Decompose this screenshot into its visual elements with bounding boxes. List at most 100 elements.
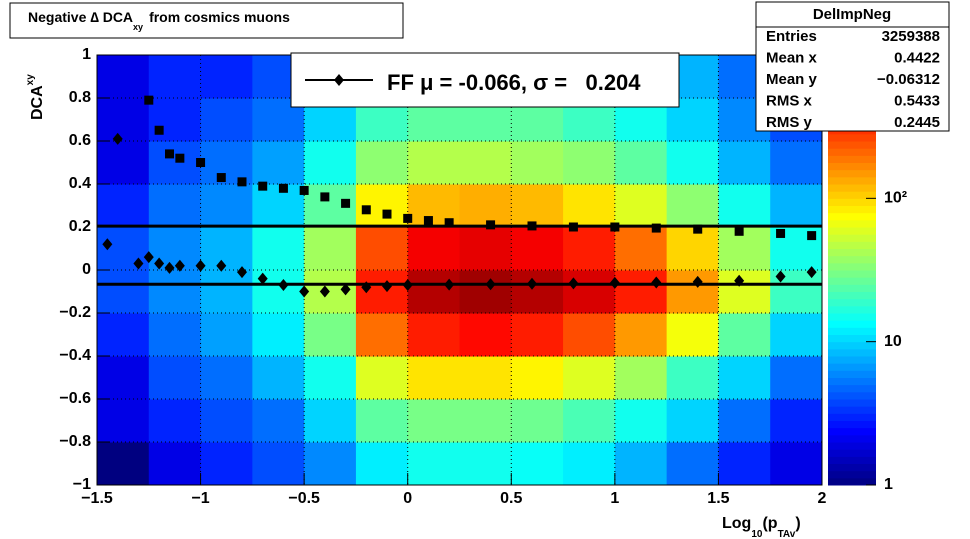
color-bar-step bbox=[828, 363, 876, 371]
color-bar-step bbox=[828, 320, 876, 328]
data-point bbox=[444, 278, 455, 291]
color-bar-step bbox=[828, 148, 876, 156]
heatmap-cell bbox=[304, 227, 357, 271]
title-box bbox=[9, 2, 404, 39]
title-part: Negative ∆ DCA bbox=[28, 9, 133, 25]
data-point bbox=[216, 173, 226, 183]
data-point bbox=[133, 257, 144, 270]
heatmap-cell bbox=[304, 356, 357, 400]
data-point bbox=[444, 218, 454, 228]
data-point bbox=[165, 149, 174, 159]
x-tick-label: 0.5 bbox=[500, 490, 522, 507]
color-bar-step bbox=[828, 384, 876, 393]
color-bar-step bbox=[828, 356, 876, 364]
heatmap-cell bbox=[563, 356, 616, 400]
heatmap-cell bbox=[666, 313, 719, 357]
data-point bbox=[382, 209, 392, 219]
stats-box bbox=[755, 1, 950, 132]
heatmap-cell bbox=[511, 184, 564, 228]
heatmap-cell bbox=[459, 399, 512, 443]
heatmap-cell bbox=[304, 399, 357, 443]
heatmap-cell bbox=[459, 356, 512, 400]
data-point bbox=[278, 183, 288, 193]
color-bar-step bbox=[828, 348, 876, 357]
heatmap-cell bbox=[770, 442, 823, 486]
color-bar-step bbox=[828, 456, 876, 464]
data-point bbox=[734, 274, 745, 287]
data-point bbox=[258, 181, 268, 191]
data-point bbox=[237, 266, 247, 279]
heatmap-cell bbox=[459, 442, 512, 486]
heatmap-cell bbox=[614, 270, 668, 314]
color-bar-step bbox=[828, 399, 876, 407]
heatmap-cell bbox=[563, 184, 616, 228]
color-bar-step bbox=[828, 141, 876, 149]
label-sub: TAv bbox=[778, 529, 796, 539]
heatmap-cell bbox=[97, 141, 150, 185]
heatmap-cell bbox=[511, 227, 564, 271]
y-tick-label: −0.4 bbox=[59, 347, 91, 364]
data-point bbox=[216, 259, 227, 272]
heatmap-cell bbox=[355, 399, 409, 443]
heatmap-cell bbox=[148, 184, 202, 228]
heatmap-cell bbox=[614, 141, 668, 185]
color-bar-step bbox=[828, 341, 876, 350]
heatmap-cell bbox=[770, 399, 823, 443]
heatmap-cell bbox=[563, 227, 616, 271]
heatmap-cell bbox=[511, 356, 564, 400]
data-point bbox=[568, 222, 578, 232]
color-bar-step bbox=[828, 470, 876, 479]
legend-marker bbox=[334, 74, 344, 86]
color-bar-step bbox=[828, 291, 876, 300]
data-point bbox=[806, 266, 817, 279]
y-tick-label: −0.2 bbox=[59, 304, 91, 321]
heatmap-cell bbox=[459, 270, 512, 314]
heatmap-cell bbox=[252, 442, 305, 486]
color-bar-step bbox=[828, 305, 876, 314]
y-tick-label: 1 bbox=[82, 46, 91, 63]
data-point bbox=[692, 275, 703, 288]
color-bar-step bbox=[828, 219, 876, 228]
data-point bbox=[341, 198, 351, 208]
color-bar-step bbox=[828, 234, 876, 242]
color-bar-step bbox=[828, 327, 876, 335]
color-bar-step bbox=[828, 334, 876, 343]
legend-text: FF μ = -0.066, σ = 0.204 bbox=[387, 70, 641, 95]
heatmap-cell bbox=[97, 98, 150, 142]
heatmap-cell bbox=[252, 184, 305, 228]
data-point bbox=[527, 221, 537, 231]
data-point bbox=[423, 216, 433, 226]
x-tick-label: −1 bbox=[191, 490, 209, 507]
heatmap-cell bbox=[200, 98, 253, 142]
heatmap-cell bbox=[718, 442, 771, 486]
heatmap-cell bbox=[459, 227, 512, 271]
data-point bbox=[485, 278, 496, 291]
heatmap-cell bbox=[666, 442, 719, 486]
data-point bbox=[278, 279, 289, 292]
data-point bbox=[112, 132, 123, 145]
color-bar-step bbox=[828, 463, 876, 472]
heatmap-cell bbox=[718, 313, 771, 357]
heatmap-cell bbox=[563, 313, 616, 357]
color-bar-step bbox=[828, 248, 876, 257]
heatmap-cell bbox=[718, 141, 771, 185]
heatmap-cell bbox=[614, 227, 668, 271]
data-point bbox=[651, 223, 661, 233]
data-point bbox=[361, 205, 371, 215]
heatmap-cell bbox=[200, 227, 253, 271]
heatmap-cell bbox=[97, 184, 150, 228]
data-point bbox=[196, 158, 206, 167]
heatmap-cell bbox=[304, 442, 357, 486]
heatmap-cell bbox=[200, 313, 253, 357]
color-bar-step bbox=[828, 377, 876, 386]
heatmap-cell bbox=[252, 313, 305, 357]
data-point bbox=[237, 177, 247, 187]
x-tick-label: −1.5 bbox=[81, 490, 113, 507]
color-bar-step bbox=[828, 191, 876, 199]
data-point bbox=[320, 192, 330, 202]
stats-value: 0.4422 bbox=[894, 49, 940, 66]
data-point bbox=[154, 125, 164, 135]
heatmap-cell bbox=[718, 399, 771, 443]
heatmap-cell bbox=[718, 184, 771, 228]
